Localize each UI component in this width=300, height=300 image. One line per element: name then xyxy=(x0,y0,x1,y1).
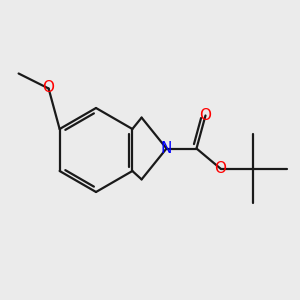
Text: O: O xyxy=(200,108,211,123)
Text: O: O xyxy=(214,161,226,176)
Text: O: O xyxy=(43,80,55,94)
Text: N: N xyxy=(161,141,172,156)
